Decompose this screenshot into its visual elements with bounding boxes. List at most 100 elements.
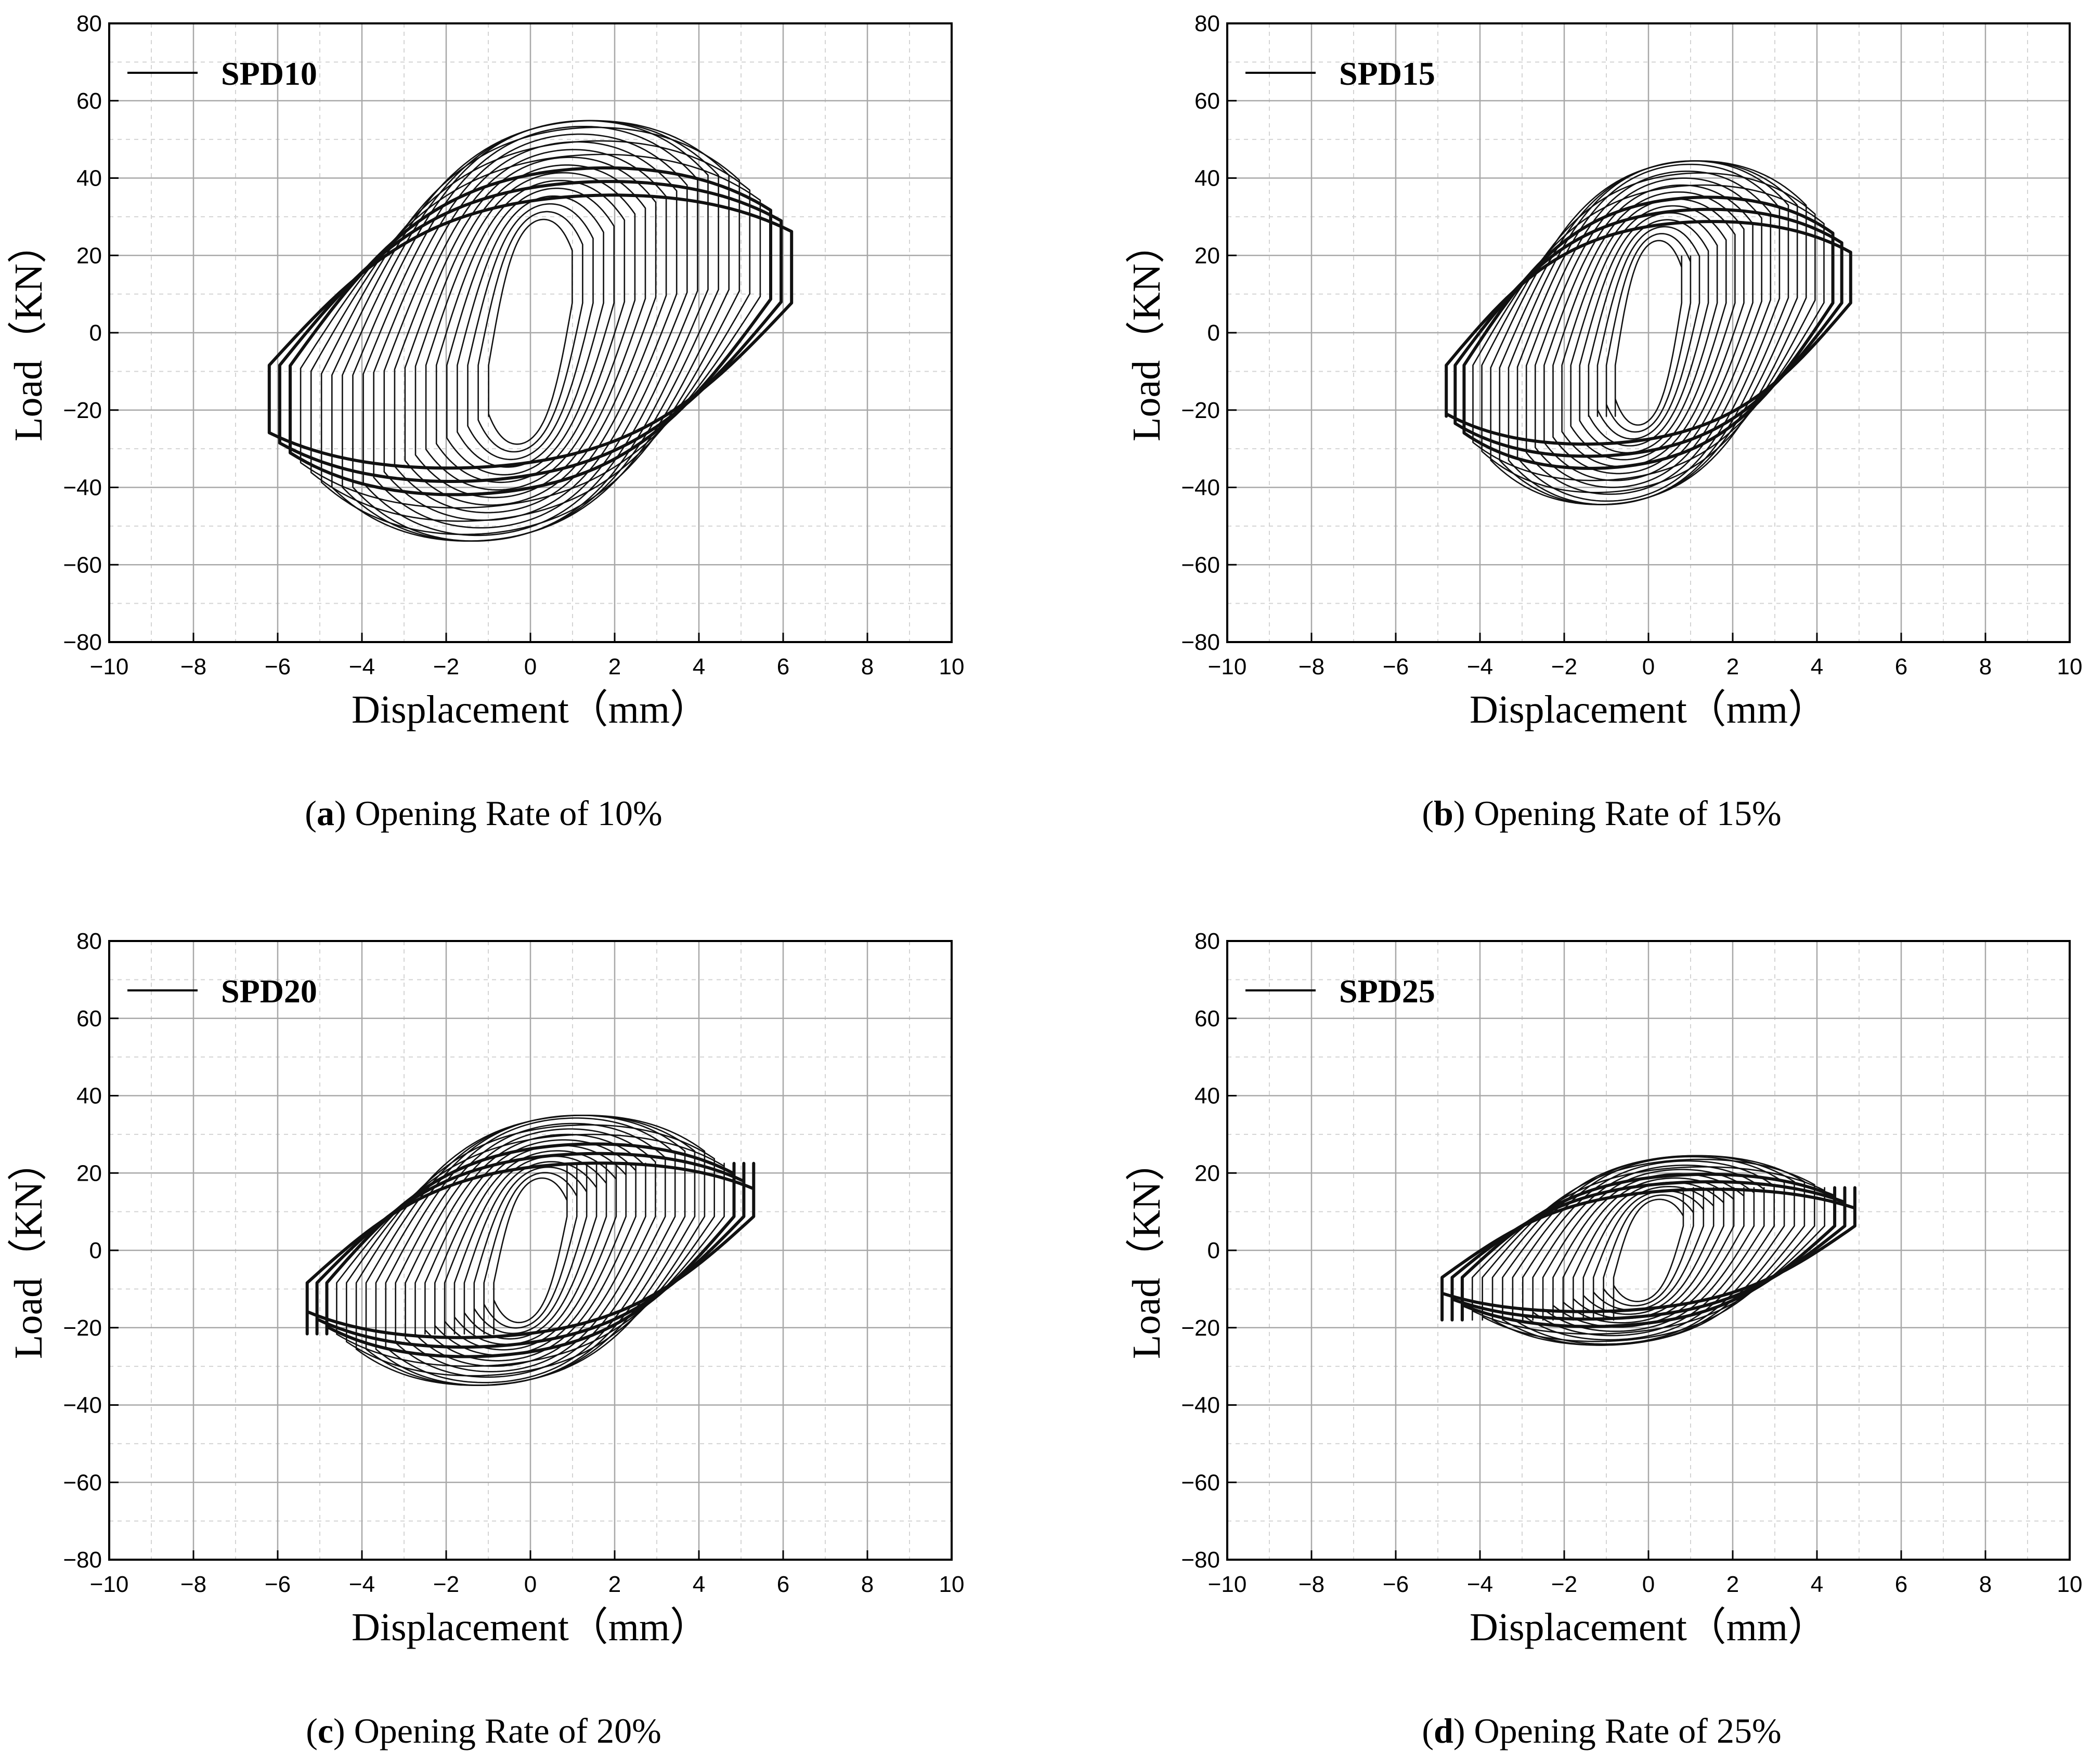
hysteresis-loop xyxy=(1582,1186,1715,1321)
hysteresis-loop xyxy=(346,1124,715,1377)
hysteresis-loop xyxy=(483,1162,578,1335)
x-axis-label: Displacement（mm） xyxy=(352,1605,709,1649)
y-tick-label: 80 xyxy=(1194,11,1220,36)
hysteresis-loop xyxy=(463,1161,598,1340)
x-tick-label: −10 xyxy=(90,654,129,680)
y-axis-label: Load（KN） xyxy=(1125,1142,1168,1359)
hysteresis-loop xyxy=(1462,195,1835,470)
hysteresis-loop xyxy=(1472,1166,1825,1335)
y-tick-label: −60 xyxy=(1181,552,1220,578)
hysteresis-loop xyxy=(405,1128,656,1373)
hysteresis-loop xyxy=(1481,172,1816,493)
hysteresis-loops xyxy=(305,1115,756,1386)
hysteresis-loop xyxy=(1453,207,1843,458)
y-tick-label: 40 xyxy=(1194,166,1220,191)
caption-letter: a xyxy=(316,793,334,833)
x-tick-label: 2 xyxy=(1726,1572,1739,1597)
y-tick-label: 0 xyxy=(89,1238,102,1263)
hysteresis-loop xyxy=(1450,1180,1847,1322)
hysteresis-loop xyxy=(1512,1156,1785,1345)
y-tick-label: 40 xyxy=(76,1083,102,1109)
y-tick-label: 20 xyxy=(76,1160,102,1186)
chart-panel-b: −10 −8 −6 −4 −2 0 2 4 6 8 10 −80 −60 −40 −20 0 20 40 60 80 D… xyxy=(1118,0,2085,751)
hysteresis-loop xyxy=(1460,1172,1837,1328)
hysteresis-loop xyxy=(395,1122,666,1378)
legend-label: SPD20 xyxy=(221,973,317,1010)
x-tick-label: −8 xyxy=(180,654,206,680)
x-tick-label: −8 xyxy=(1298,654,1324,680)
x-tick-label: 2 xyxy=(608,1572,621,1597)
hysteresis-loop xyxy=(320,126,741,535)
hysteresis-loop xyxy=(1614,240,1683,426)
legend: SPD15 xyxy=(1245,55,1435,92)
hysteresis-loop xyxy=(1579,212,1718,454)
hysteresis-loop xyxy=(315,1152,746,1349)
y-tick-label: 0 xyxy=(89,320,102,346)
x-tick-label: 4 xyxy=(1811,654,1823,680)
y-tick-label: 60 xyxy=(76,88,102,114)
hysteresis-loop xyxy=(300,153,761,509)
hysteresis-loop xyxy=(1562,1177,1735,1324)
y-tick-label: −60 xyxy=(63,1470,102,1495)
x-tick-label: −10 xyxy=(1208,1572,1247,1597)
x-tick-label: 4 xyxy=(693,654,705,680)
caption-letter: c xyxy=(317,1711,334,1750)
caption-b: (b) Opening Rate of 15% xyxy=(1422,793,1782,833)
caption-c: (c) Opening Rate of 20% xyxy=(306,1711,661,1750)
x-tick-label: 8 xyxy=(861,1572,874,1597)
x-tick-label: −2 xyxy=(1551,654,1577,680)
hysteresis-loop xyxy=(473,1162,588,1335)
hysteresis-loop xyxy=(467,203,594,461)
hysteresis-loop xyxy=(1535,177,1762,488)
hysteresis-loop xyxy=(488,218,573,445)
x-tick-label: −10 xyxy=(90,1572,129,1597)
hysteresis-loops xyxy=(1440,1155,1856,1346)
chart-panel-c: −10 −8 −6 −4 −2 0 2 4 6 8 10 −80 −60 −40 −20 0 20 40 60 80 D… xyxy=(0,918,967,1669)
hysteresis-chart: −10 −8 −6 −4 −2 0 2 4 6 8 10−80−60−40−20020406080D… xyxy=(7,11,964,731)
x-tick-label: 0 xyxy=(1642,654,1655,680)
x-tick-label: 10 xyxy=(2057,1572,2083,1597)
hysteresis-loop xyxy=(404,156,657,506)
y-tick-label: 60 xyxy=(1194,1006,1220,1031)
x-tick-label: 0 xyxy=(524,654,537,680)
x-tick-label: −4 xyxy=(1467,654,1493,680)
y-tick-label: −80 xyxy=(63,630,102,655)
hysteresis-loop xyxy=(1552,191,1745,475)
y-tick-label: −60 xyxy=(1181,1470,1220,1495)
chart-panel-a: −10 −8 −6 −4 −2 0 2 4 6 8 10 −80 −60 −40 −20 0 20 40 60 80 D… xyxy=(0,0,967,751)
caption-letter: b xyxy=(1434,793,1453,833)
y-tick-label: −20 xyxy=(63,1315,102,1341)
hysteresis-loop xyxy=(1613,1187,1684,1321)
x-tick-label: 4 xyxy=(1811,1572,1823,1597)
hysteresis-loop xyxy=(477,211,583,453)
hysteresis-chart: −10 −8 −6 −4 −2 0 2 4 6 8 10−80−60−40−20020406080D… xyxy=(1125,11,2082,731)
hysteresis-loop xyxy=(446,187,615,476)
legend-label: SPD10 xyxy=(221,55,317,92)
x-axis-label: Displacement（mm） xyxy=(1470,688,1827,731)
x-axis-label: Displacement（mm） xyxy=(352,688,709,731)
x-tick-label: 10 xyxy=(2057,654,2083,680)
x-tick-label: 2 xyxy=(608,654,621,680)
y-tick-label: −40 xyxy=(63,1393,102,1418)
hysteresis-loop xyxy=(355,1115,706,1386)
y-axis-label: Load（KN） xyxy=(7,1142,50,1359)
y-tick-label: 80 xyxy=(76,11,102,36)
y-tick-label: −40 xyxy=(63,475,102,501)
y-tick-label: 20 xyxy=(1194,243,1220,268)
y-tick-label: 60 xyxy=(1194,88,1220,114)
x-tick-label: 0 xyxy=(524,1572,537,1597)
legend: SPD20 xyxy=(127,973,317,1010)
y-tick-label: −20 xyxy=(1181,398,1220,423)
y-tick-label: 20 xyxy=(76,243,102,268)
x-tick-label: 4 xyxy=(693,1572,705,1597)
x-tick-label: 6 xyxy=(777,654,789,680)
hysteresis-loop xyxy=(267,193,794,470)
x-tick-label: 6 xyxy=(1895,654,1907,680)
x-tick-label: −6 xyxy=(265,654,291,680)
hysteresis-loop xyxy=(1482,1158,1815,1342)
x-tick-label: −2 xyxy=(1551,1572,1577,1597)
x-tick-label: 2 xyxy=(1726,654,1739,680)
